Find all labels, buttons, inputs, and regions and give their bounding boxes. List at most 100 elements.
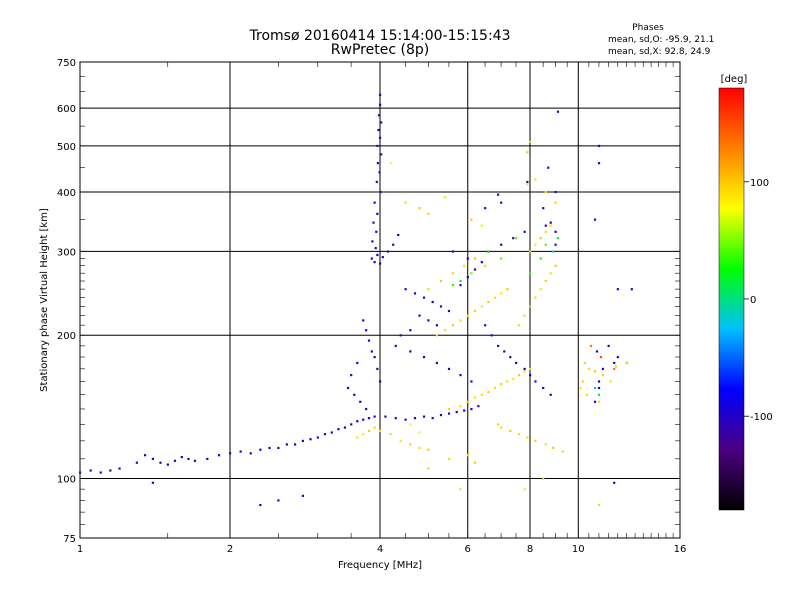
x-axis-label: Frequency [MHz] <box>338 560 422 571</box>
data-point <box>365 407 368 411</box>
chart-title-line2: RwPretec (8p) <box>331 42 429 58</box>
data-point <box>418 446 421 450</box>
data-point <box>206 457 209 461</box>
data-point <box>373 201 376 204</box>
data-point <box>409 443 412 446</box>
data-point <box>523 370 526 373</box>
data-point <box>473 309 477 313</box>
data-point <box>544 280 547 283</box>
data-point <box>473 396 477 399</box>
x-axis-ticks: 1 2 4 6 8 10 16 <box>77 62 686 555</box>
data-point <box>583 361 586 365</box>
y-tick-label: 600 <box>57 104 76 115</box>
data-point <box>397 233 400 237</box>
data-point <box>487 250 490 253</box>
data-point <box>356 436 359 439</box>
data-point <box>473 461 477 464</box>
data-point <box>268 446 271 450</box>
data-point <box>517 433 521 436</box>
data-point <box>447 412 451 415</box>
y-axis-label: Stationary phase Virtual Height [km] <box>39 208 50 392</box>
data-point <box>367 417 371 420</box>
data-points <box>79 93 633 507</box>
data-point <box>529 367 532 371</box>
data-point <box>487 390 490 394</box>
data-point <box>376 144 379 148</box>
data-point <box>534 439 537 443</box>
data-point <box>515 237 518 240</box>
data-point <box>443 196 447 199</box>
data-point <box>323 433 327 436</box>
data-point <box>526 183 529 186</box>
data-point <box>500 257 503 260</box>
data-point <box>509 356 512 359</box>
data-point <box>539 288 542 291</box>
data-point <box>413 292 417 295</box>
colorbar-label: [deg] <box>721 74 748 85</box>
data-point <box>601 374 605 377</box>
data-point <box>549 224 552 227</box>
data-point <box>597 380 601 383</box>
data-point <box>427 288 430 291</box>
data-point <box>554 201 557 204</box>
data-point <box>542 386 545 390</box>
data-point <box>613 367 616 371</box>
data-point <box>534 380 537 383</box>
data-point <box>350 423 353 426</box>
data-point <box>470 272 473 275</box>
data-point <box>512 237 515 240</box>
data-point <box>616 356 619 359</box>
data-point <box>259 448 262 451</box>
data-point <box>439 413 443 417</box>
data-point <box>523 230 526 233</box>
data-point <box>554 230 557 233</box>
data-point <box>549 393 552 396</box>
data-point <box>379 136 382 139</box>
data-point <box>473 268 477 271</box>
data-point <box>544 190 547 194</box>
data-point <box>601 367 605 371</box>
data-point <box>377 114 381 117</box>
data-point <box>151 481 155 484</box>
data-point <box>371 240 374 243</box>
data-point <box>380 153 383 156</box>
data-point <box>399 439 402 443</box>
data-point <box>459 374 462 377</box>
data-point <box>556 237 560 240</box>
data-point <box>418 207 421 210</box>
data-point <box>459 488 462 491</box>
data-point <box>534 243 537 246</box>
data-point <box>579 386 582 390</box>
data-point <box>473 257 477 260</box>
data-point <box>356 361 359 365</box>
data-point <box>370 350 373 353</box>
data-point <box>217 454 221 457</box>
data-point <box>484 207 487 210</box>
data-point <box>597 503 601 507</box>
data-point <box>367 339 371 342</box>
data-point <box>229 452 232 455</box>
data-point <box>523 367 526 371</box>
data-point <box>556 110 560 113</box>
data-point <box>613 361 616 365</box>
data-point <box>496 344 500 348</box>
data-point <box>373 261 376 264</box>
data-point <box>447 407 451 411</box>
data-point <box>376 212 379 215</box>
data-point <box>193 459 197 462</box>
data-point <box>259 503 262 507</box>
data-point <box>447 367 451 371</box>
data-point <box>350 374 353 377</box>
data-point <box>455 410 458 414</box>
data-point <box>435 361 438 365</box>
data-point <box>378 171 381 174</box>
data-point <box>379 93 382 96</box>
data-point <box>459 284 462 287</box>
data-point <box>500 243 503 246</box>
colorbar-ticks: 100 0 -100 <box>744 178 773 423</box>
data-point <box>549 272 552 275</box>
data-point <box>534 178 537 181</box>
colorbar-tick-label: 100 <box>750 178 769 189</box>
data-point <box>459 405 462 408</box>
data-point <box>466 314 469 317</box>
